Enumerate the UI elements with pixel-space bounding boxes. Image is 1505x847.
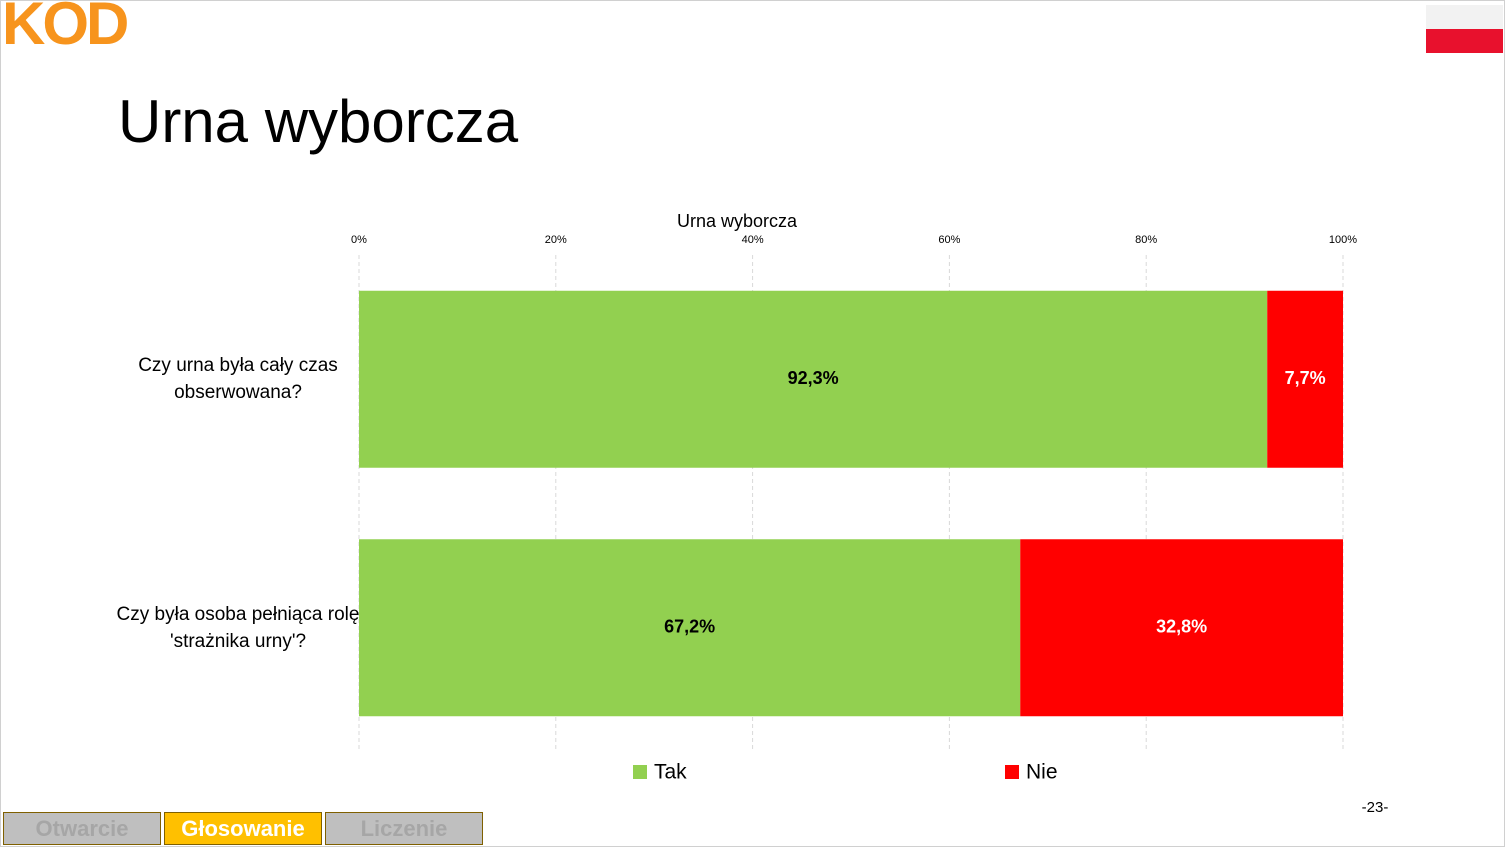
x-tick-label: 60%	[938, 234, 960, 246]
category-label: Czy urna była cały czas obserwowana?	[138, 355, 338, 404]
bar-segment	[1267, 290, 1343, 468]
value-label: 32,8%	[1156, 617, 1207, 637]
value-label: 67,2%	[664, 617, 715, 637]
slide-title: Urna wyborcza	[118, 88, 519, 155]
nav-tab[interactable]: Liczenie	[325, 812, 483, 845]
x-tick-label: 40%	[742, 234, 764, 246]
legend-swatch	[1005, 765, 1019, 779]
nav-tab[interactable]: Głosowanie	[164, 812, 322, 845]
page-number: -23-	[1362, 799, 1389, 816]
flag-red	[1426, 29, 1503, 53]
chart-title: Urna wyborcza	[677, 211, 798, 231]
legend-swatch	[633, 765, 647, 779]
nav-tab[interactable]: Otwarcie	[3, 812, 161, 845]
value-label: 7,7%	[1285, 368, 1326, 388]
category-label: Czy była osoba pełniąca rolę 'strażnika …	[116, 603, 360, 652]
x-tick-label: 20%	[545, 234, 567, 246]
flag-white	[1426, 5, 1503, 29]
x-tick-label: 0%	[351, 234, 367, 246]
bar-segment	[1020, 539, 1343, 717]
x-tick-label: 100%	[1329, 234, 1357, 246]
logo: KOD	[2, 0, 127, 57]
bar-segment	[359, 539, 1021, 717]
flag	[1426, 5, 1503, 53]
bar-segment	[359, 290, 1268, 468]
legend-label: Nie	[1026, 761, 1058, 784]
value-label: 92,3%	[788, 368, 839, 388]
legend-label: Tak	[654, 761, 687, 784]
x-tick-label: 80%	[1135, 234, 1157, 246]
